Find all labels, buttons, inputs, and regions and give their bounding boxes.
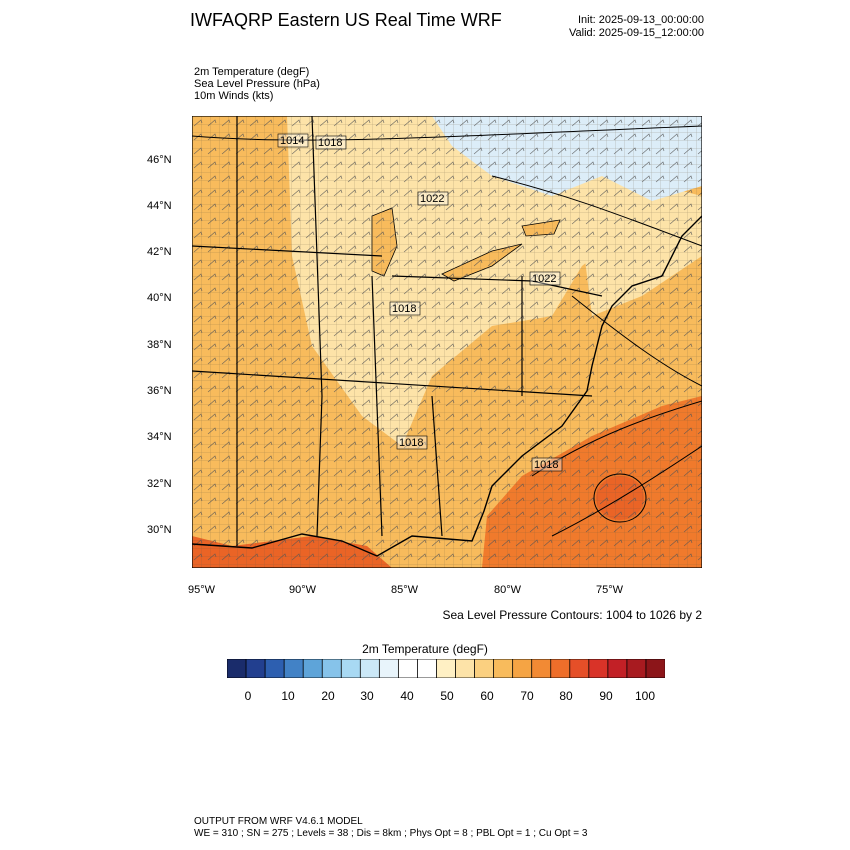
pressure-label: 1014 xyxy=(280,135,304,147)
colorbar-swatch xyxy=(227,659,247,678)
lon-label-95: 95°W xyxy=(188,584,216,596)
colorbar-tick-20: 20 xyxy=(321,689,335,703)
run-times: Init: 2025-09-13_00:00:00 Valid: 2025-09… xyxy=(569,14,704,40)
lat-label-40: 40°N xyxy=(147,292,172,304)
contour-note: Sea Level Pressure Contours: 1004 to 102… xyxy=(442,608,703,622)
colorbar-swatch xyxy=(493,659,514,678)
colorbar-tick-40: 40 xyxy=(400,689,414,703)
colorbar-swatch xyxy=(397,659,419,678)
pressure-label: 1018 xyxy=(318,137,342,149)
colorbar-swatch xyxy=(283,659,304,678)
field-pressure: Sea Level Pressure (hPa) xyxy=(194,78,320,90)
colorbar-swatch xyxy=(455,659,476,678)
pressure-contours xyxy=(192,125,702,537)
lat-label-42: 42°N xyxy=(147,246,172,258)
colorbar-swatch xyxy=(321,659,342,678)
colorbar-swatch xyxy=(645,659,665,678)
lat-label-36: 36°N xyxy=(147,385,172,397)
colorbar-swatch xyxy=(474,659,495,678)
model-footer: OUTPUT FROM WRF V4.6.1 MODEL WE = 310 ; … xyxy=(194,816,587,840)
colorbar-tick-50: 50 xyxy=(440,689,454,703)
colorbar-tick-90: 90 xyxy=(599,689,613,703)
init-time: Init: 2025-09-13_00:00:00 xyxy=(578,14,704,26)
lat-label-30: 30°N xyxy=(147,524,172,536)
colorbar xyxy=(227,659,665,678)
lon-label-90: 90°W xyxy=(289,584,317,596)
colorbar-swatch xyxy=(512,659,533,678)
pressure-label: 1022 xyxy=(420,193,444,205)
colorbar-swatch xyxy=(626,659,647,678)
colorbar-swatch xyxy=(264,659,285,678)
colorbar-swatch xyxy=(531,659,552,678)
state-boundaries xyxy=(192,116,603,546)
field-winds: 10m Winds (kts) xyxy=(194,90,274,102)
pressure-label: 1018 xyxy=(399,437,423,449)
colorbar-swatch xyxy=(359,659,380,678)
colorbar-swatch xyxy=(607,659,628,678)
colorbar-swatch xyxy=(340,659,361,678)
pressure-label: 1022 xyxy=(532,273,556,285)
footer-config: WE = 310 ; SN = 275 ; Levels = 38 ; Dis … xyxy=(194,828,588,839)
colorbar-tick-10: 10 xyxy=(281,689,295,703)
colorbar-tick-0: 0 xyxy=(244,689,252,703)
colorbar-swatch xyxy=(302,659,323,678)
footer-model: OUTPUT FROM WRF V4.6.1 MODEL xyxy=(194,816,363,827)
lon-label-85: 85°W xyxy=(391,584,419,596)
colorbar-tick-80: 80 xyxy=(559,689,573,703)
colorbar-tick-30: 30 xyxy=(360,689,374,703)
lat-label-34: 34°N xyxy=(147,431,172,443)
colorbar-swatch xyxy=(436,659,457,678)
coastline xyxy=(192,215,702,557)
weather-map: 1014 1018 1022 1022 1018 1018 1018 xyxy=(192,116,702,568)
valid-time: Valid: 2025-09-15_12:00:00 xyxy=(569,27,704,39)
lat-label-38: 38°N xyxy=(147,339,172,351)
colorbar-swatch xyxy=(569,659,590,678)
colorbar-tick-100: 100 xyxy=(634,689,656,703)
colorbar-swatch xyxy=(417,659,438,678)
lon-label-80: 80°W xyxy=(494,584,522,596)
lat-label-44: 44°N xyxy=(147,200,172,212)
colorbar-tick-70: 70 xyxy=(520,689,534,703)
pressure-label: 1018 xyxy=(534,459,558,471)
colorbar-swatch xyxy=(378,659,399,678)
field-temperature: 2m Temperature (degF) xyxy=(194,66,310,78)
colorbar-tick-60: 60 xyxy=(480,689,494,703)
lat-label-46: 46°N xyxy=(147,154,172,166)
field-list: 2m Temperature (degF) Sea Level Pressure… xyxy=(194,66,320,102)
pressure-label: 1018 xyxy=(392,303,416,315)
lon-label-75: 75°W xyxy=(596,584,624,596)
plot-title: IWFAQRP Eastern US Real Time WRF xyxy=(190,10,502,30)
colorbar-swatch xyxy=(550,659,571,678)
lat-label-32: 32°N xyxy=(147,478,172,490)
colorbar-swatch xyxy=(588,659,609,678)
colorbar-title: 2m Temperature (degF) xyxy=(362,642,488,656)
wind-barbs xyxy=(192,116,702,568)
colorbar-swatch xyxy=(245,659,266,678)
